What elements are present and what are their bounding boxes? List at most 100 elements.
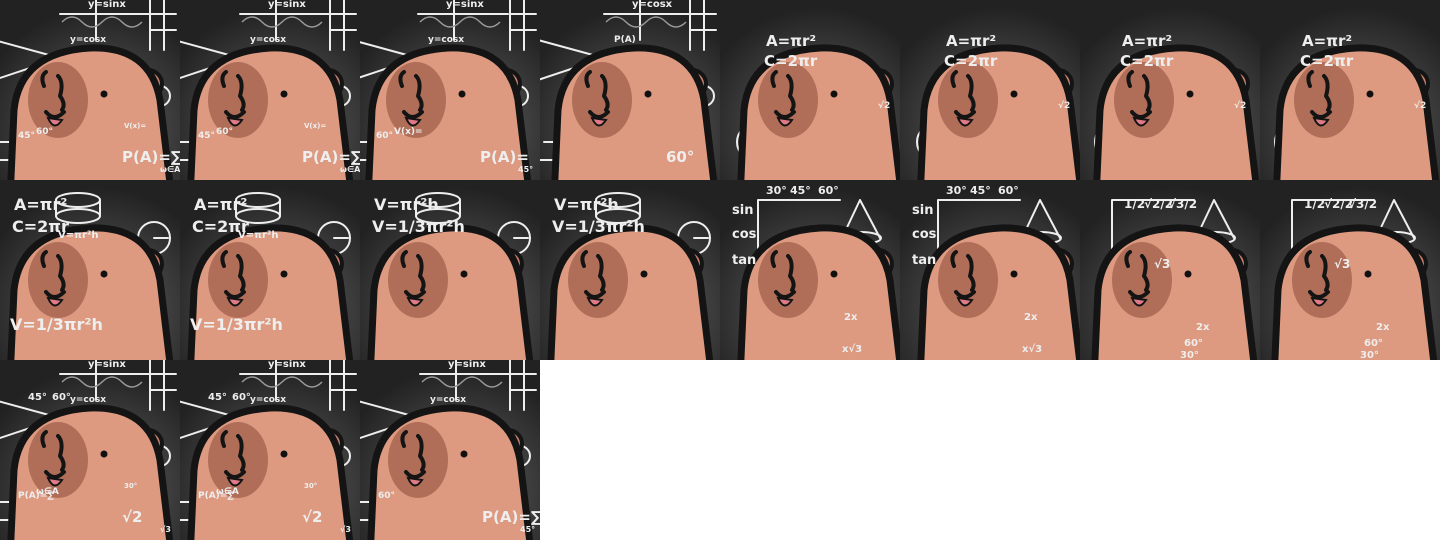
chalk-formula-label: 45° [208,392,227,403]
nose [1322,74,1332,112]
capybara-character [367,224,534,360]
eye [100,450,108,458]
sprite-frame: y=sinx y=cosx P(A)=∑ ω∈A 45° 60° V(x)= [0,0,180,180]
chalk-formula-label: y=sinx [448,360,486,370]
chalk-formula-label: 60° [52,392,71,403]
chalk-formula-label: y=cosx [70,395,106,405]
tongue [46,476,64,487]
tongue [956,116,974,127]
chalk-formula-label: √2/2 [1324,197,1353,211]
chalk-formula-label: 45° [790,184,811,197]
nose [56,434,66,472]
nose [966,74,976,112]
sprite-frame: y=sinx y=cosx P(A)=∑ 45° 60° [360,360,540,540]
chalk-formula-label: C=2πr [944,52,998,70]
capybara-character [365,44,532,180]
chalk-formula-label: √2 [302,508,322,526]
chalk-formula-label: A=πr² [14,195,67,214]
chalk-formula-label: P(A)= [480,148,529,166]
cheek [388,422,448,498]
eye [830,270,838,278]
chalk-formula-label: √3 [1154,257,1170,271]
cheek [28,242,88,318]
chalk-formula-label: V(x)= [124,122,146,130]
chalk-formula-label: y=sinx [446,0,484,10]
chalk-formula-label: √3 [160,525,171,534]
tongue [226,116,244,127]
tongue [406,296,424,307]
tongue [46,296,64,307]
eye [280,450,288,458]
eye [100,90,108,98]
eye [644,90,652,98]
chalk-formula-label: cos [732,227,757,242]
chalk-formula-label: 2x [1376,322,1390,333]
chalk-formula-label: cos [912,227,937,242]
sprite-frame: A=πr² C=2πr √2 [1260,0,1440,180]
chalk-formula-label: x√3 [1022,343,1042,355]
eye [1184,270,1192,278]
nose [416,254,426,292]
chalk-formula-label: y=cosx [428,35,464,45]
sprite-frame: y=sinx y=cosx √2 √3 P(A)=∑ ω∈A 30° 45° 60° [0,360,180,540]
chalk-formula-label: ω∈A [36,487,59,497]
tongue [1130,296,1148,307]
capybara-character [1093,44,1260,180]
chalk-formula-label: P(A)=∑ [198,491,234,501]
chalk-formula-label: √2 [878,100,890,111]
chalk-formula-label: y=sinx [88,0,126,10]
nose [596,254,606,292]
eye [458,90,466,98]
capybara-character [737,224,900,360]
chalk-formula-label: 60° [36,127,53,137]
chalk-formula-label: V=πr²h [58,230,98,241]
capybara-character [547,224,714,360]
chalk-formula-label: 30° [124,482,137,490]
chalk-formula-label: C=2πr [1120,52,1174,70]
chalk-formula-label: y=cosx [430,395,466,405]
chalk-formula-label: A=πr² [1302,32,1352,50]
cheek [938,242,998,318]
eye [280,90,288,98]
chalk-formula-label: 30° [766,184,787,197]
sprite-frame: 30° 45° 60° sin cos tan 2x x√3 [900,180,1080,360]
chalk-formula-label: √3 [340,525,351,534]
chalk-formula-label: V=1/3πr²h [372,217,465,236]
chalk-formula-label: √3/2 [1168,197,1197,211]
chalk-formula-label: 60° [232,392,251,403]
eye [830,90,838,98]
eye [1366,90,1374,98]
nose [236,74,246,112]
chalk-formula-label: √2/2 [1144,197,1173,211]
chalk-formula-label: √3 [1334,257,1350,271]
sprite-frame: V=πr²h V=1/3πr²h [540,180,720,360]
chalk-formula-label: P(A)=∑ [122,148,180,166]
chalk-formula-label: sin [732,203,753,218]
nose [1142,74,1152,112]
eye [640,270,648,278]
capybara-character [7,224,174,360]
nose [786,254,796,292]
tongue [406,476,424,487]
nose [1140,254,1150,292]
chalk-formula-label: V(x)= [304,122,326,130]
eye [1010,90,1018,98]
chalk-formula-label: 2x [1196,322,1210,333]
chalk-formula-label: y=sinx [268,360,306,370]
chalk-formula-label: A=πr² [194,195,247,214]
sprite-frame: A=πr² C=2πr √2 [1080,0,1260,180]
capybara-character [7,44,174,180]
eye [460,450,468,458]
chalk-formula-label: 45° [520,525,535,534]
chalk-formula-label: P(A) [614,35,636,45]
cheek [938,62,998,138]
nose [416,434,426,472]
sprite-frame: A=πr² C=2πr V=πr²h V=1/3πr²h [0,180,180,360]
chalk-formula-label: 1/2 [1124,197,1145,211]
capybara-character [1273,44,1440,180]
chalk-formula-label: y=cosx [70,35,106,45]
chalk-formula-label: sin [912,203,933,218]
cheek [572,62,632,138]
chalk-formula-label: ω∈A [340,165,360,174]
